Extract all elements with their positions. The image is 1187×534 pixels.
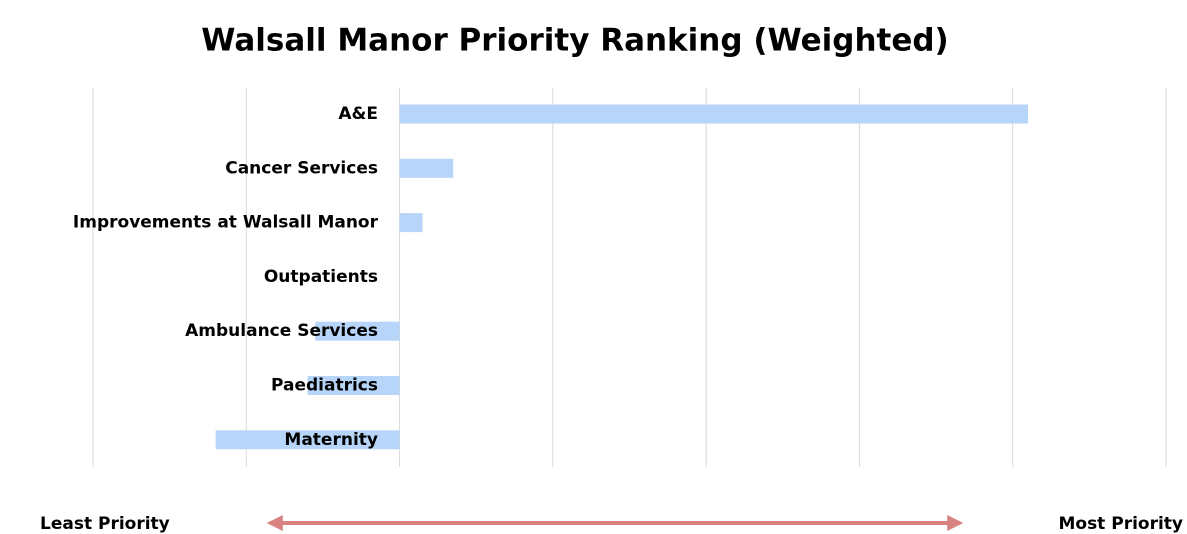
bar bbox=[307, 376, 400, 395]
y-tick-label: Outpatients bbox=[264, 267, 378, 287]
y-tick-label: Cancer Services bbox=[225, 158, 378, 178]
bar bbox=[399, 213, 423, 233]
bar bbox=[315, 321, 400, 341]
right-annotation: Most Priority bbox=[1058, 514, 1183, 534]
bar bbox=[399, 158, 454, 178]
chart-title: Walsall Manor Priority Ranking (Weighted… bbox=[201, 23, 948, 59]
y-tick-label: Ambulance Services bbox=[185, 321, 378, 341]
y-tick-label: Maternity bbox=[284, 430, 378, 450]
bar bbox=[215, 430, 400, 450]
bar bbox=[399, 104, 1029, 124]
left-annotation: Least Priority bbox=[40, 514, 170, 534]
y-tick-label: Paediatrics bbox=[271, 376, 378, 396]
y-tick-label: Improvements at Walsall Manor bbox=[73, 213, 379, 233]
y-tick-label: A&E bbox=[338, 104, 378, 124]
